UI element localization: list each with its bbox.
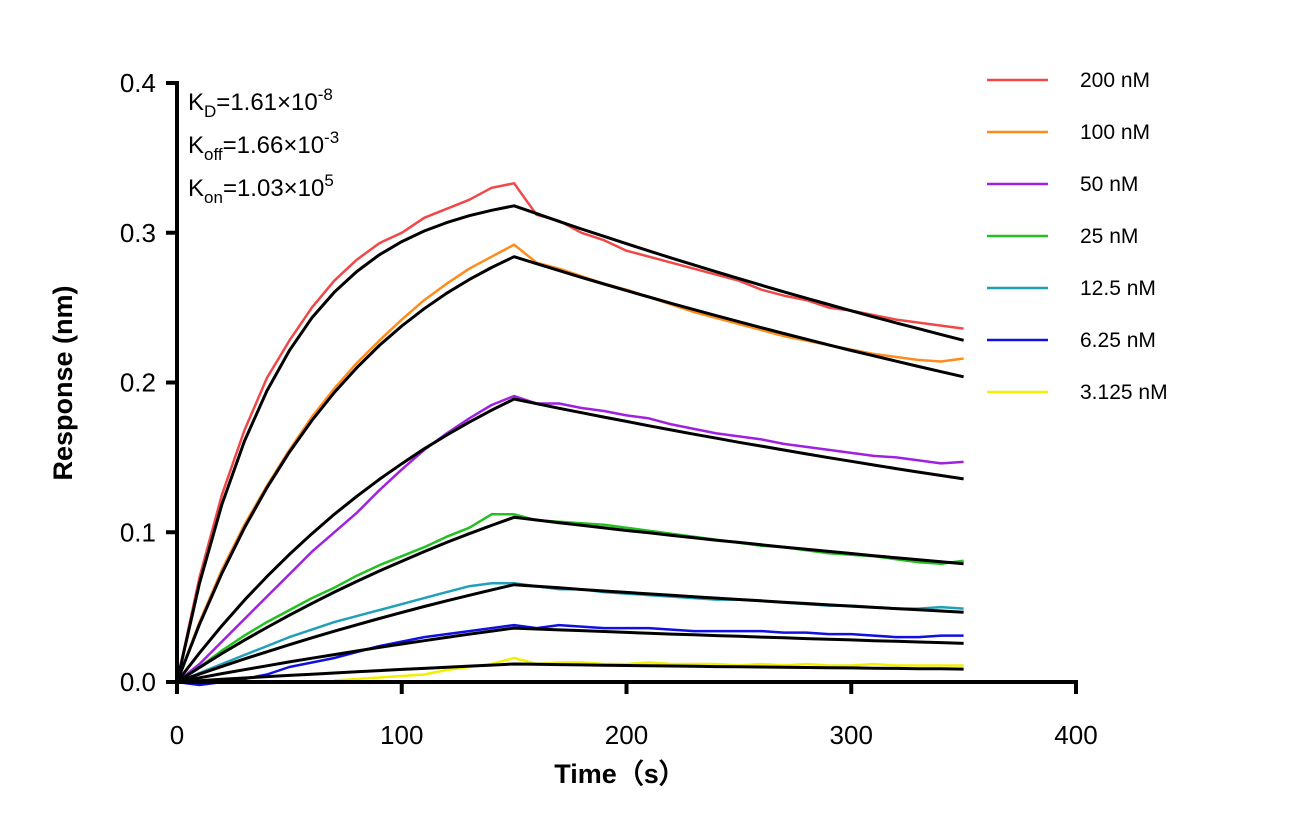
fit-line-100-nM — [175, 255, 964, 683]
kinetic-constant-off: Koff=1.66×10-3 — [188, 128, 339, 164]
y-tick-label: 0.2 — [120, 368, 156, 398]
x-ticks: 0 100 200 300 400 — [170, 682, 1098, 750]
data-series-line-200-nM — [175, 182, 964, 683]
fit-line-3.125-nM — [176, 662, 964, 684]
x-tick-label: 100 — [380, 720, 423, 750]
fit-line-12.5-nM — [176, 583, 964, 684]
y-tick-label: 0.3 — [120, 218, 156, 248]
data-series-line-25-nM — [176, 513, 964, 684]
y-tick-label: 0.4 — [120, 68, 156, 98]
x-axis-label: Time（s） — [554, 759, 686, 789]
fit-line-200-nM — [175, 204, 964, 683]
x-tick-label: 200 — [605, 720, 648, 750]
fit-curves-overlay — [175, 204, 964, 684]
fit-line-6.25-nM — [176, 626, 964, 684]
y-axis-label: Response (nm) — [48, 285, 78, 480]
y-ticks: 0.0 0.1 0.2 0.3 0.4 — [120, 68, 177, 697]
kinetics-annotations: KD=1.61×10-8 Koff=1.66×10-3 Kon=1.03×105 — [188, 85, 339, 207]
legend: 200 nM 100 nM 50 nM 25 nM 12.5 nM 6.25 nM 3.12… — [987, 69, 1168, 404]
legend-label: 12.5 nM — [1080, 277, 1156, 300]
legend-label: 100 nM — [1080, 121, 1150, 144]
data-series-line-6.25-nM — [176, 623, 964, 687]
legend-label: 25 nM — [1080, 225, 1138, 248]
data-series — [175, 182, 964, 687]
legend-label: 3.125 nM — [1080, 381, 1168, 404]
x-tick-label: 400 — [1054, 720, 1097, 750]
x-tick-label: 300 — [830, 720, 873, 750]
fit-line-25-nM — [176, 515, 964, 684]
kinetic-constant-D: KD=1.61×10-8 — [188, 85, 333, 121]
y-tick-label: 0.1 — [120, 517, 156, 547]
legend-label: 50 nM — [1080, 173, 1138, 196]
legend-label: 200 nM — [1080, 69, 1150, 92]
kinetic-constant-on: Kon=1.03×105 — [188, 171, 334, 207]
data-series-line-3.125-nM — [334, 656, 964, 682]
legend-label: 6.25 nM — [1080, 329, 1156, 352]
fit-line-50-nM — [175, 397, 964, 683]
y-tick-label: 0.0 — [120, 667, 156, 697]
data-series-line-50-nM — [176, 394, 964, 683]
x-tick-label: 0 — [170, 720, 184, 750]
